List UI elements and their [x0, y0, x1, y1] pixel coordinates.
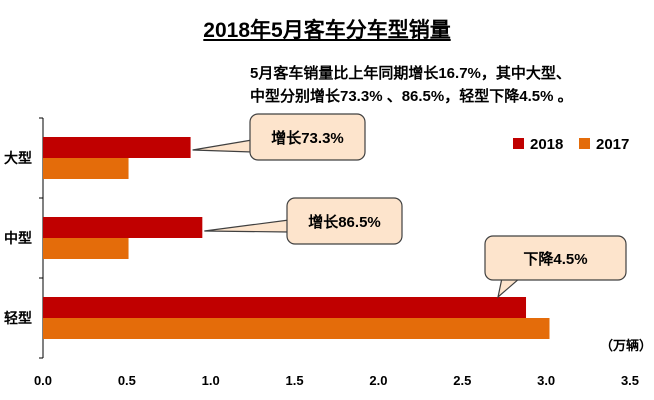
x-tick-label-8: 3.5 [621, 373, 639, 388]
x-tick-label-6: 2.5 [453, 373, 471, 388]
legend-label-2018: 2018 [530, 136, 563, 153]
callout-pointer-1 [192, 139, 253, 153]
legend-swatch-2017 [579, 138, 590, 149]
subtitle-line-1: 5月客车销量比上年同期增长16.7%，其中大型、 [250, 65, 571, 82]
callout-pointer-2 [204, 219, 290, 233]
bar-2017-2 [43, 238, 129, 259]
chart-subtitle: 5月客车销量比上年同期增长16.7%，其中大型、 中型分别增长73.3% 、86… [250, 62, 650, 108]
bar-2017-3 [43, 318, 550, 339]
callout-text-3: 下降4.5% [523, 250, 587, 268]
category-label-1: 大型 [4, 150, 32, 166]
callout-box-3 [484, 235, 627, 281]
callout-box-2 [286, 197, 403, 245]
legend-label-2017: 2017 [596, 136, 629, 153]
subtitle-line-2: 中型分别增长73.3% 、86.5%，轻型下降4.5% 。 [250, 88, 573, 105]
callout-seam-1 [251, 141, 253, 152]
callout-seam-2 [288, 221, 290, 232]
legend: 2018 2017 [513, 136, 629, 153]
category-label-2: 中型 [4, 230, 32, 246]
x-tick-label-4: 1.5 [286, 373, 304, 388]
bar-2018-1 [43, 137, 191, 158]
callout-text-2: 增长86.5% [308, 213, 381, 231]
x-tick-label-5: 2.0 [369, 373, 387, 388]
callout-text-1: 增长73.3% [271, 129, 344, 147]
legend-swatch-2018 [513, 138, 524, 149]
category-label-3: 轻型 [4, 310, 32, 326]
callouts: 增长73.3% 增长86.5% 下降4.5% [192, 113, 627, 299]
bar-2018-2 [43, 217, 203, 238]
x-tick-label-2: 0.5 [118, 373, 136, 388]
chart-title: 2018年5月客车分车型销量 [203, 19, 451, 42]
x-tick-labels: 0.0 0.5 1.0 1.5 2.0 2.5 3.0 3.5 [34, 373, 639, 388]
x-tick-label-3: 1.0 [202, 373, 220, 388]
x-tick-label-1: 0.0 [34, 373, 52, 388]
callout-box-1 [249, 113, 366, 161]
bar-2018-3 [43, 297, 527, 318]
x-tick-label-7: 3.0 [537, 373, 555, 388]
bar-2017-1 [43, 158, 129, 179]
chart-axes [39, 117, 44, 359]
unit-label: （万辆） [600, 338, 652, 353]
chart-bars [43, 137, 550, 339]
callout-pointer-3 [497, 277, 522, 299]
